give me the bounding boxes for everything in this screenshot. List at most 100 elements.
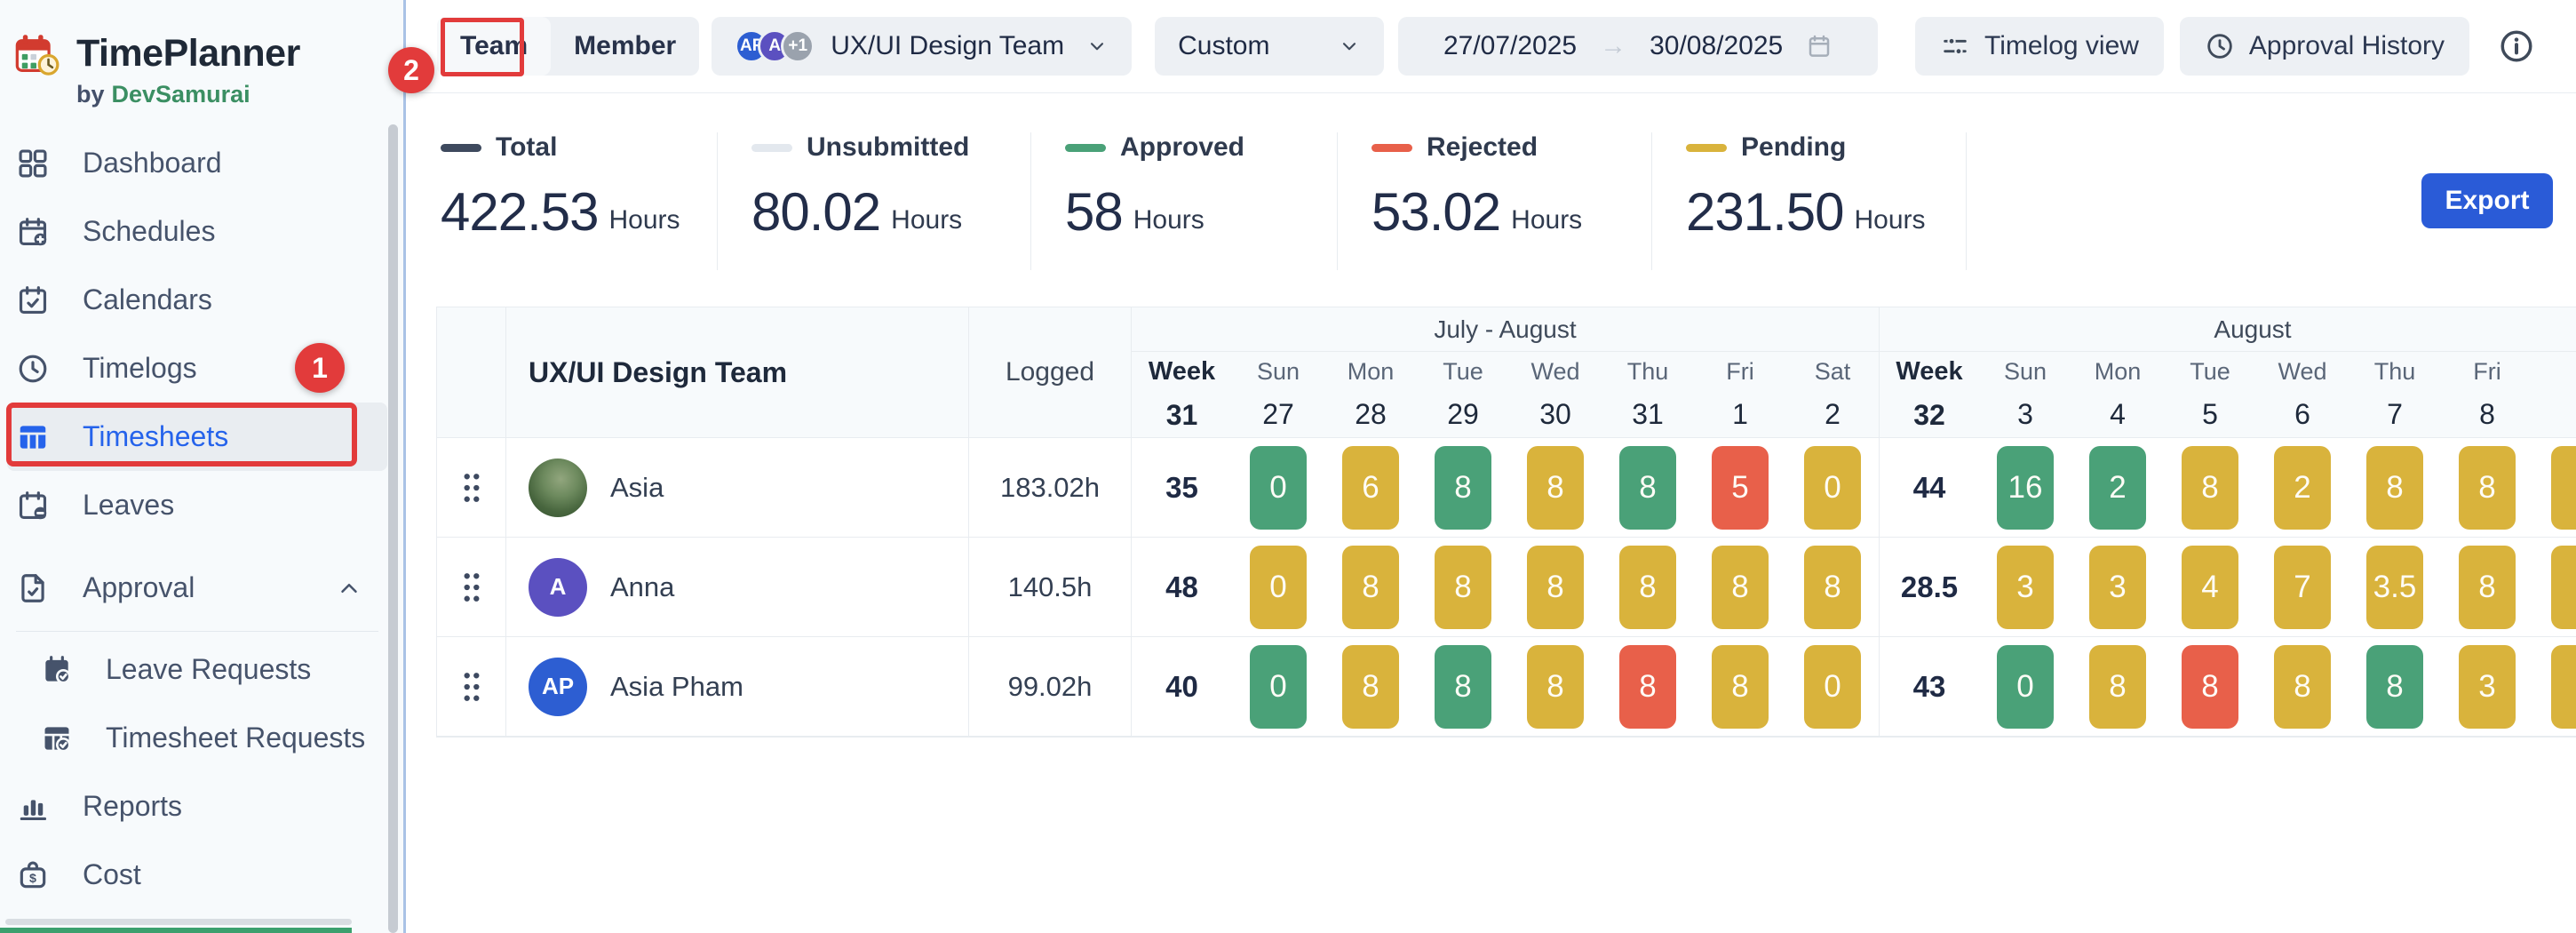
hours-cell[interactable]: 8 xyxy=(2366,644,2423,729)
sidebar-item-timesheet-requests[interactable]: Timesheet Requests xyxy=(7,704,387,772)
hours-cell[interactable] xyxy=(2551,545,2576,629)
day-column-header: Wed 6 xyxy=(2278,358,2327,430)
member-name: Anna xyxy=(610,570,675,602)
sidebar-scrollbar[interactable] xyxy=(388,124,398,933)
hours-cell[interactable]: 8 xyxy=(1342,644,1399,729)
hours-cell[interactable]: 3.5 xyxy=(2366,545,2423,629)
member-cell[interactable]: AP Asia Pham xyxy=(506,637,969,736)
hours-cell[interactable]: 8 xyxy=(1712,545,1769,629)
calendar-approved-icon xyxy=(40,653,74,687)
export-button[interactable]: Export xyxy=(2421,173,2553,228)
date-preset-select[interactable]: Custom xyxy=(1155,17,1385,76)
team-selector[interactable]: AP A +1 UX/UI Design Team xyxy=(712,17,1133,76)
hours-cell[interactable]: 8 xyxy=(2459,445,2516,530)
hours-cell[interactable]: 8 xyxy=(1435,445,1491,530)
hours-cell[interactable]: 5 xyxy=(1712,445,1769,530)
member-name: Asia Pham xyxy=(610,670,743,702)
hours-cell[interactable]: 0 xyxy=(1997,644,2054,729)
hours-cell[interactable]: 0 xyxy=(1250,644,1307,729)
sidebar-item-dashboard[interactable]: Dashboard xyxy=(7,129,387,197)
hours-cell[interactable]: 2 xyxy=(2089,445,2146,530)
hours-cell[interactable]: 8 xyxy=(2366,445,2423,530)
hours-cell[interactable]: 8 xyxy=(1342,545,1399,629)
hours-cell[interactable]: 8 xyxy=(1619,644,1676,729)
sliders-icon xyxy=(1940,31,1970,61)
hours-cell[interactable]: 8 xyxy=(2182,445,2238,530)
clock-icon xyxy=(16,352,50,386)
hours-cell[interactable]: 8 xyxy=(1804,545,1861,629)
table-row: A Anna 140.5h 48 0 8 8 8 8 8 8 28.5 3 3 … xyxy=(437,538,2576,637)
hours-cell[interactable]: 8 xyxy=(1619,545,1676,629)
topbar: Team Member AP A +1 UX/UI Design Team Cu… xyxy=(405,0,2576,93)
hours-cell[interactable]: 8 xyxy=(2459,545,2516,629)
hours-cell[interactable]: 8 xyxy=(2182,644,2238,729)
hours-cell[interactable]: 8 xyxy=(2274,644,2331,729)
calendar-logo-icon xyxy=(11,32,62,78)
hours-cell[interactable]: 0 xyxy=(1804,644,1861,729)
day-column-header: Thu 31 xyxy=(1626,358,1669,430)
member-cell[interactable]: A Anna xyxy=(506,538,969,636)
drag-column-header xyxy=(437,307,506,437)
logged-column-header: Logged xyxy=(969,307,1132,437)
team-selector-label: UX/UI Design Team xyxy=(831,31,1065,60)
week-column-header: Week 32 xyxy=(1879,352,1979,437)
sidebar-item-timelogs[interactable]: Timelogs xyxy=(7,334,387,403)
logged-hours-cell: 183.02h xyxy=(969,438,1132,537)
cost-briefcase-icon: $ xyxy=(16,858,50,892)
sidebar-item-reports[interactable]: Reports xyxy=(7,772,387,841)
file-check-icon xyxy=(16,571,50,605)
week-total-cell: 44 xyxy=(1879,438,1979,537)
hours-cell[interactable]: 8 xyxy=(1712,644,1769,729)
approval-history-button[interactable]: Approval History xyxy=(2179,17,2469,76)
sidebar-resize-handle[interactable] xyxy=(403,0,406,933)
hours-cell[interactable]: 0 xyxy=(1804,445,1861,530)
hours-cell[interactable]: 3 xyxy=(1997,545,2054,629)
drag-handle[interactable] xyxy=(437,438,506,537)
annotation-badge-2: 2 xyxy=(388,47,434,93)
hours-cell[interactable]: 8 xyxy=(1619,445,1676,530)
day-column-header: Sat 2 xyxy=(1814,358,1851,430)
drag-handle[interactable] xyxy=(437,538,506,636)
member-cell[interactable]: Asia xyxy=(506,438,969,537)
avatar: A xyxy=(529,557,587,617)
hours-cell[interactable] xyxy=(2551,644,2576,729)
hours-cell[interactable]: 8 xyxy=(1527,445,1584,530)
info-icon[interactable] xyxy=(2498,28,2535,65)
sidebar-item-timesheets[interactable]: Timesheets xyxy=(7,403,387,471)
hours-cell[interactable]: 6 xyxy=(1342,445,1399,530)
sidebar-item-cost[interactable]: $ Cost xyxy=(7,841,387,909)
date-from-value[interactable]: 27/07/2025 xyxy=(1443,31,1578,60)
drag-handle[interactable] xyxy=(437,637,506,736)
tab-member[interactable]: Member xyxy=(574,31,677,60)
calendar-icon xyxy=(1806,33,1833,60)
sidebar-item-leaves[interactable]: Leaves xyxy=(7,471,387,539)
hours-cell[interactable]: 0 xyxy=(1250,445,1307,530)
table-row: AP Asia Pham 99.02h 40 0 8 8 8 8 8 0 43 … xyxy=(437,637,2576,737)
hours-cell[interactable]: 16 xyxy=(1997,445,2054,530)
sidebar-item-leave-requests[interactable]: Leave Requests xyxy=(7,635,387,704)
week-total-cell: 40 xyxy=(1165,669,1198,703)
date-range-picker[interactable]: 27/07/2025 → 30/08/2025 xyxy=(1398,17,1879,76)
timesheet-table-icon xyxy=(16,420,50,454)
sidebar-item-approval[interactable]: Approval xyxy=(7,554,387,622)
hours-cell[interactable]: 2 xyxy=(2274,445,2331,530)
date-to-value[interactable]: 30/08/2025 xyxy=(1650,31,1784,60)
hours-cell[interactable]: 0 xyxy=(1250,545,1307,629)
hours-cell[interactable]: 7 xyxy=(2274,545,2331,629)
hours-cell[interactable]: 3 xyxy=(2089,545,2146,629)
history-clock-icon xyxy=(2205,31,2235,61)
hours-cell[interactable]: 3 xyxy=(2459,644,2516,729)
timelog-view-button[interactable]: Timelog view xyxy=(1914,17,2164,76)
hours-cell[interactable] xyxy=(2551,445,2576,530)
sidebar-item-schedules[interactable]: Schedules xyxy=(7,197,387,266)
hours-cell[interactable]: 8 xyxy=(2089,644,2146,729)
sidebar-item-calendars[interactable]: Calendars xyxy=(7,266,387,334)
app-title: TimePlanner xyxy=(76,32,300,75)
hours-cell[interactable]: 8 xyxy=(1527,644,1584,729)
hours-cell[interactable]: 8 xyxy=(1435,644,1491,729)
tab-team[interactable]: Team xyxy=(437,17,552,76)
hours-cell[interactable]: 8 xyxy=(1527,545,1584,629)
hours-cell[interactable]: 8 xyxy=(1435,545,1491,629)
total-legend-dash xyxy=(441,143,481,152)
hours-cell[interactable]: 4 xyxy=(2182,545,2238,629)
